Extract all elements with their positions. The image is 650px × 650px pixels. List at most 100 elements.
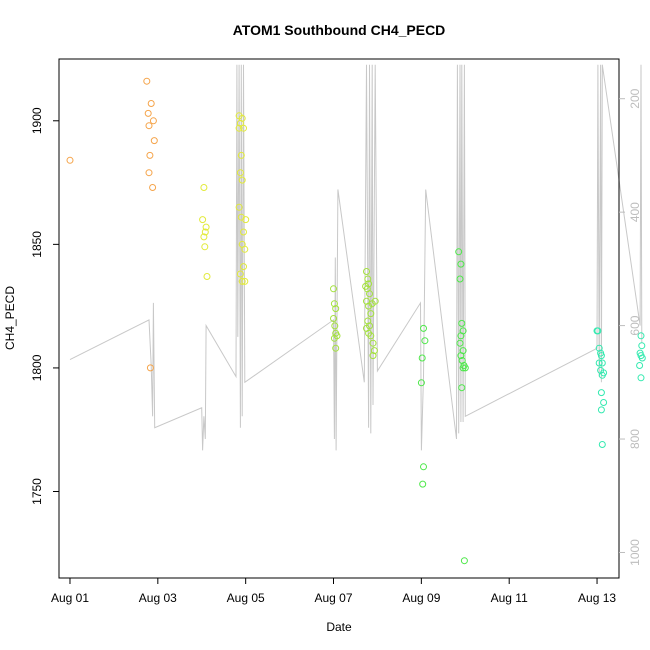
- data-point: [237, 151, 245, 159]
- data-point: [240, 124, 247, 132]
- data-point: [144, 109, 152, 117]
- pressure-profile: [69, 64, 643, 451]
- data-point: [597, 389, 605, 397]
- data-point: [241, 277, 249, 285]
- data-point: [145, 122, 153, 130]
- data-point: [240, 263, 247, 271]
- data-point: [595, 359, 603, 367]
- y-right-tick-label: 400: [628, 202, 642, 222]
- plot-frame: [58, 58, 620, 579]
- data-points: [66, 77, 646, 565]
- data-point: [241, 245, 249, 253]
- data-point: [594, 327, 602, 335]
- data-point: [143, 77, 151, 85]
- data-point: [456, 275, 464, 283]
- x-tick-label: Aug 13: [578, 591, 616, 605]
- data-point: [597, 406, 605, 414]
- y-right-tick-label: 600: [628, 315, 642, 335]
- data-point: [370, 347, 378, 355]
- y-tick-label: 1750: [30, 478, 44, 505]
- data-point: [236, 169, 244, 177]
- chart-title: ATOM1 Southbound CH4_PECD: [233, 22, 446, 38]
- data-point: [598, 441, 606, 448]
- data-point: [332, 344, 340, 352]
- data-point: [150, 137, 158, 145]
- data-point: [147, 100, 155, 107]
- data-point: [420, 463, 427, 471]
- x-axis-label: Date: [326, 620, 352, 634]
- y-tick-label: 1800: [30, 354, 44, 381]
- x-tick-label: Aug 01: [51, 591, 89, 605]
- data-point: [200, 184, 208, 191]
- data-point: [330, 285, 337, 293]
- data-point: [598, 371, 606, 379]
- y-axis-label: CH4_PECD: [3, 286, 17, 350]
- data-point: [595, 344, 603, 352]
- x-tick-label: Aug 05: [227, 591, 265, 605]
- y-tick-label: 1850: [30, 231, 44, 258]
- data-point: [419, 480, 427, 488]
- data-point: [421, 337, 429, 345]
- data-point: [417, 379, 425, 387]
- data-point: [598, 359, 606, 367]
- data-point: [201, 243, 209, 251]
- data-point: [366, 290, 373, 298]
- data-point: [235, 203, 243, 211]
- data-point: [638, 354, 646, 362]
- y-axis: 1750 1800 1850 1900: [30, 107, 59, 505]
- data-point: [364, 317, 372, 325]
- data-point: [367, 332, 375, 340]
- data-point: [203, 273, 211, 280]
- data-point: [238, 277, 246, 285]
- data-point: [330, 300, 338, 308]
- data-point: [331, 322, 339, 330]
- y-axis-right: 200 400 600 800 1000: [619, 88, 642, 566]
- x-tick-label: Aug 11: [491, 591, 528, 605]
- data-point: [418, 354, 426, 362]
- data-point: [456, 339, 464, 347]
- data-point: [238, 176, 246, 184]
- data-point: [455, 248, 463, 256]
- data-point: [149, 117, 157, 125]
- data-point: [145, 169, 153, 177]
- pressure-line: [69, 64, 643, 451]
- x-tick-label: Aug 09: [402, 591, 440, 605]
- data-point: [368, 300, 376, 308]
- data-point: [459, 364, 467, 372]
- data-point: [240, 228, 247, 236]
- data-point: [146, 151, 154, 159]
- data-point: [201, 228, 209, 236]
- x-axis: Aug 01 Aug 03 Aug 05 Aug 07 Aug 09 Aug 11 Aug …: [51, 578, 616, 605]
- data-point: [638, 342, 646, 350]
- data-point: [330, 315, 337, 322]
- data-point: [461, 364, 469, 372]
- data-point: [457, 332, 465, 340]
- data-point: [460, 557, 468, 565]
- x-tick-label: Aug 07: [314, 591, 352, 605]
- data-point: [420, 324, 427, 332]
- data-point: [363, 268, 370, 275]
- data-point: [597, 352, 605, 360]
- data-point: [235, 124, 243, 132]
- data-point: [600, 399, 608, 406]
- data-point: [369, 339, 377, 347]
- data-point: [238, 114, 246, 122]
- y-right-tick-label: 800: [628, 429, 642, 449]
- data-point: [636, 362, 644, 369]
- y-right-tick-label: 200: [628, 88, 642, 108]
- data-point: [369, 352, 377, 360]
- data-point: [202, 223, 210, 231]
- data-point: [199, 216, 207, 224]
- data-point: [236, 270, 244, 278]
- y-right-tick-label: 1000: [628, 539, 642, 566]
- data-point: [367, 310, 375, 318]
- data-point: [242, 216, 250, 224]
- data-point: [364, 275, 372, 283]
- data-point: [365, 302, 373, 310]
- data-point: [637, 374, 645, 382]
- data-point: [458, 319, 466, 327]
- data-point: [457, 352, 465, 360]
- data-point: [149, 184, 157, 191]
- data-point: [333, 332, 341, 340]
